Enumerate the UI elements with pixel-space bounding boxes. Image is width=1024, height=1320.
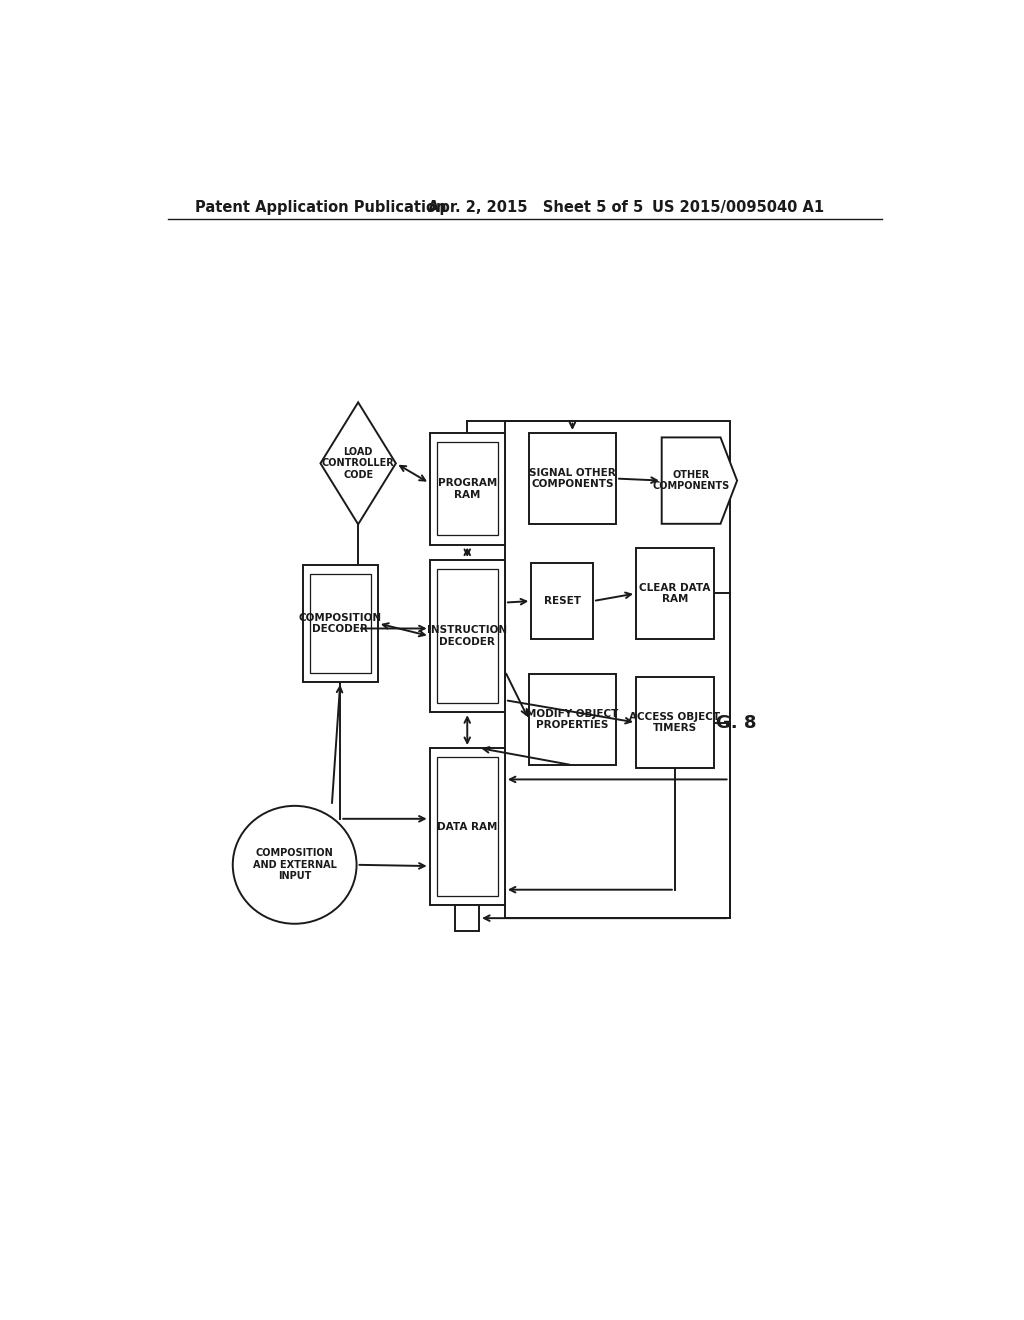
Bar (456, 906, 479, 931)
Text: RESET: RESET (544, 597, 581, 606)
Bar (528, 673, 616, 766)
Bar (436, 442, 498, 536)
Text: COMPOSITION
DECODER: COMPOSITION DECODER (299, 612, 382, 634)
Text: OTHER
COMPONENTS: OTHER COMPONENTS (652, 470, 730, 491)
Bar (528, 433, 616, 524)
Polygon shape (321, 403, 396, 524)
Text: PROGRAM
RAM: PROGRAM RAM (437, 478, 497, 499)
Bar (436, 569, 498, 704)
Text: Patent Application Publication: Patent Application Publication (196, 199, 446, 215)
Bar (505, 421, 729, 917)
Text: FIG. 8: FIG. 8 (697, 714, 757, 731)
Bar (309, 574, 371, 673)
Bar (531, 562, 593, 639)
Text: US 2015/0095040 A1: US 2015/0095040 A1 (652, 199, 824, 215)
Text: ACCESS OBJECT
TIMERS: ACCESS OBJECT TIMERS (629, 711, 720, 734)
Text: DATA RAM: DATA RAM (437, 821, 498, 832)
Bar (430, 433, 505, 545)
Bar (430, 748, 505, 906)
Text: CLEAR DATA
RAM: CLEAR DATA RAM (639, 582, 711, 605)
Bar (430, 560, 505, 713)
Polygon shape (662, 437, 737, 524)
Text: Apr. 2, 2015   Sheet 5 of 5: Apr. 2, 2015 Sheet 5 of 5 (428, 199, 643, 215)
Ellipse shape (232, 805, 356, 924)
Bar (436, 758, 498, 896)
Text: INSTRUCTION
DECODER: INSTRUCTION DECODER (427, 626, 507, 647)
Bar (636, 677, 714, 768)
Text: LOAD
CONTROLLER
CODE: LOAD CONTROLLER CODE (322, 446, 394, 480)
Bar (303, 565, 378, 682)
Text: COMPOSITION
AND EXTERNAL
INPUT: COMPOSITION AND EXTERNAL INPUT (253, 849, 337, 882)
Text: SIGNAL OTHER
COMPONENTS: SIGNAL OTHER COMPONENTS (529, 467, 615, 490)
Text: MODIFY OBJECT
PROPERTIES: MODIFY OBJECT PROPERTIES (526, 709, 618, 730)
Bar (636, 548, 714, 639)
